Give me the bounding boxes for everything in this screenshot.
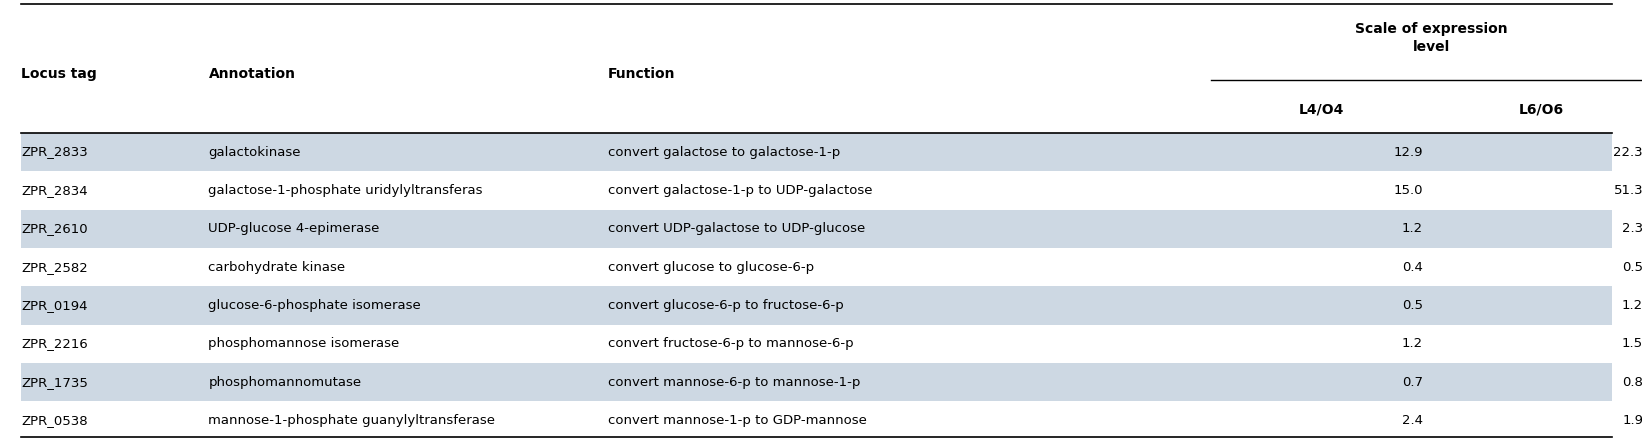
Text: convert galactose to galactose-1-p: convert galactose to galactose-1-p — [608, 146, 841, 158]
Text: 2.4: 2.4 — [1402, 414, 1424, 427]
Bar — [21, 325, 1612, 363]
Text: 12.9: 12.9 — [1394, 146, 1424, 158]
Bar — [21, 209, 1612, 248]
Bar — [21, 133, 1612, 171]
Text: UDP-glucose 4-epimerase: UDP-glucose 4-epimerase — [209, 222, 379, 235]
Text: convert mannose-6-p to mannose-1-p: convert mannose-6-p to mannose-1-p — [608, 376, 860, 389]
Text: 1.9: 1.9 — [1622, 414, 1642, 427]
Bar — [21, 401, 1612, 440]
Text: 51.3: 51.3 — [1614, 184, 1642, 197]
Text: L4/O4: L4/O4 — [1299, 102, 1343, 116]
Text: 1.2: 1.2 — [1402, 337, 1424, 350]
Bar — [21, 286, 1612, 325]
Text: 1.2: 1.2 — [1402, 222, 1424, 235]
Text: 15.0: 15.0 — [1394, 184, 1424, 197]
Text: ZPR_2610: ZPR_2610 — [21, 222, 87, 235]
Text: Locus tag: Locus tag — [21, 67, 97, 81]
Text: 0.5: 0.5 — [1402, 299, 1424, 312]
Text: Function: Function — [608, 67, 675, 81]
Text: 0.4: 0.4 — [1402, 261, 1424, 273]
Text: convert mannose-1-p to GDP-mannose: convert mannose-1-p to GDP-mannose — [608, 414, 867, 427]
Text: carbohydrate kinase: carbohydrate kinase — [209, 261, 345, 273]
Text: convert galactose-1-p to UDP-galactose: convert galactose-1-p to UDP-galactose — [608, 184, 872, 197]
Text: ZPR_2216: ZPR_2216 — [21, 337, 87, 350]
Text: Scale of expression
level: Scale of expression level — [1355, 22, 1507, 54]
Text: ZPR_0194: ZPR_0194 — [21, 299, 87, 312]
Text: convert glucose to glucose-6-p: convert glucose to glucose-6-p — [608, 261, 814, 273]
Text: ZPR_2834: ZPR_2834 — [21, 184, 87, 197]
Text: ZPR_1735: ZPR_1735 — [21, 376, 87, 389]
Text: phosphomannomutase: phosphomannomutase — [209, 376, 361, 389]
Text: convert UDP-galactose to UDP-glucose: convert UDP-galactose to UDP-glucose — [608, 222, 865, 235]
Text: 0.7: 0.7 — [1402, 376, 1424, 389]
Text: 22.3: 22.3 — [1614, 146, 1642, 158]
Text: mannose-1-phosphate guanylyltransferase: mannose-1-phosphate guanylyltransferase — [209, 414, 496, 427]
Text: L6/O6: L6/O6 — [1519, 102, 1563, 116]
Text: ZPR_0538: ZPR_0538 — [21, 414, 87, 427]
Text: convert glucose-6-p to fructose-6-p: convert glucose-6-p to fructose-6-p — [608, 299, 844, 312]
Text: 1.2: 1.2 — [1622, 299, 1642, 312]
Text: 0.8: 0.8 — [1622, 376, 1642, 389]
Text: ZPR_2833: ZPR_2833 — [21, 146, 87, 158]
Bar — [21, 363, 1612, 401]
Text: phosphomannose isomerase: phosphomannose isomerase — [209, 337, 399, 350]
Text: Annotation: Annotation — [209, 67, 296, 81]
Text: convert fructose-6-p to mannose-6-p: convert fructose-6-p to mannose-6-p — [608, 337, 854, 350]
Text: 2.3: 2.3 — [1622, 222, 1642, 235]
Text: 0.5: 0.5 — [1622, 261, 1642, 273]
Text: ZPR_2582: ZPR_2582 — [21, 261, 87, 273]
Text: 1.5: 1.5 — [1622, 337, 1642, 350]
Text: galactokinase: galactokinase — [209, 146, 300, 158]
Text: glucose-6-phosphate isomerase: glucose-6-phosphate isomerase — [209, 299, 422, 312]
Text: galactose-1-phosphate uridylyltransferas: galactose-1-phosphate uridylyltransferas — [209, 184, 483, 197]
Bar — [21, 248, 1612, 286]
Bar — [21, 171, 1612, 209]
